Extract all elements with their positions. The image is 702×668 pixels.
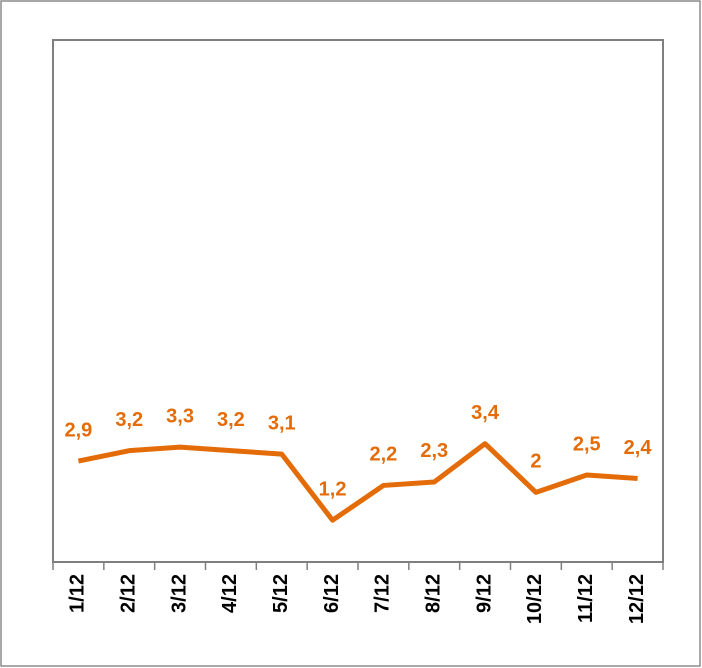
data-label: 2,3: [420, 440, 448, 462]
x-tick-label: 5/12: [270, 574, 292, 613]
x-tick-label: 3/12: [168, 574, 190, 613]
data-label: 3,2: [115, 409, 143, 431]
x-tick-label: 11/12: [575, 574, 597, 623]
x-tick-label: 7/12: [372, 574, 394, 613]
data-line: [77, 441, 638, 523]
data-label: 2,4: [624, 437, 653, 459]
data-label: 2: [530, 451, 541, 473]
data-label: 2,5: [573, 433, 601, 455]
data-label: 1,2: [319, 479, 347, 501]
x-tick-label: 10/12: [524, 574, 546, 624]
data-label: 3,4: [471, 402, 500, 424]
data-label: 3,3: [166, 405, 194, 427]
x-tick-label: 12/12: [626, 574, 648, 624]
data-label: 2,9: [65, 419, 93, 441]
x-tick-label: 1/12: [67, 574, 89, 613]
data-label: 3,1: [268, 412, 296, 434]
x-tick-label: 9/12: [473, 574, 495, 613]
plot-area: [52, 39, 664, 563]
x-tick-label: 6/12: [321, 574, 343, 613]
x-tick-label: 2/12: [118, 574, 140, 613]
data-label: 3,2: [217, 409, 245, 431]
x-tick-label: 8/12: [423, 574, 445, 613]
data-label: 2,2: [370, 444, 398, 466]
x-tick-label: 4/12: [219, 574, 241, 613]
